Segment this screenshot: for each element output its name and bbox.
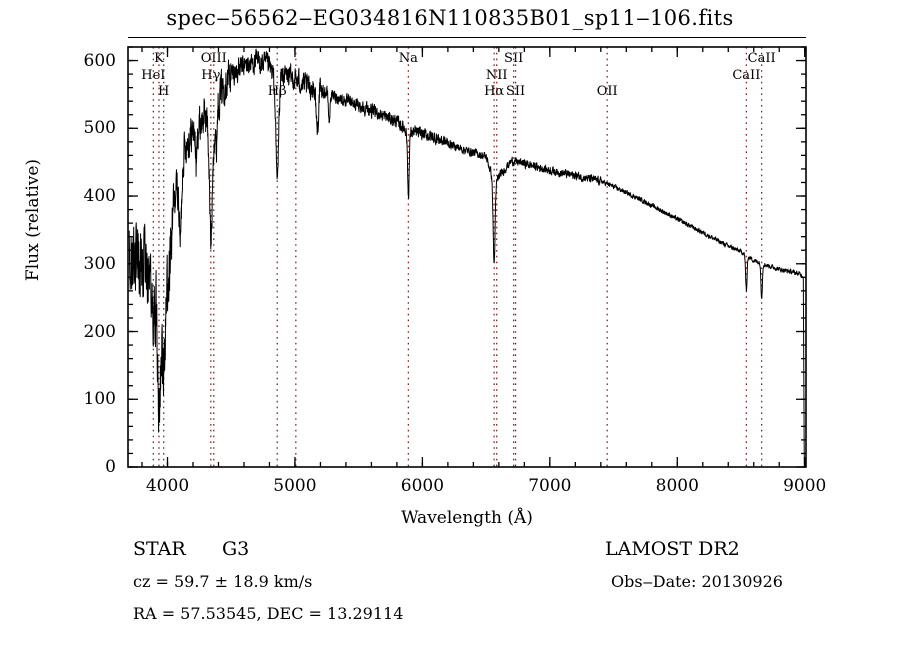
spectral-line-label: OII xyxy=(596,84,618,99)
x-tick-label: 5000 xyxy=(273,476,317,496)
plot-frame xyxy=(127,46,807,468)
y-tick-label: 400 xyxy=(83,186,116,207)
spectral-line-label: OIII xyxy=(200,51,227,66)
footer-object-type: STAR xyxy=(133,538,186,560)
footer-survey: LAMOST DR2 xyxy=(605,538,740,560)
page-title: spec‒56562‒EG034816N110835B01_sp11‒106.f… xyxy=(166,6,734,30)
spectral-line-label: H xyxy=(158,84,170,99)
spectral-line-label: K xyxy=(154,51,164,66)
title-underline xyxy=(128,37,806,38)
footer-cz: cz = 59.7 ± 18.9 km/s xyxy=(133,572,313,591)
y-tick-label: 500 xyxy=(83,118,116,139)
spectral-line-label: SII xyxy=(505,84,526,99)
spectral-line-label: SII xyxy=(504,51,524,66)
spectral-line-label: Na xyxy=(398,51,418,66)
spectral-line-label: CaII xyxy=(747,51,776,66)
y-tick-label: 300 xyxy=(83,253,116,274)
y-tick-label: 0 xyxy=(105,457,116,477)
y-tick-label: 100 xyxy=(83,389,116,410)
x-tick-label: 8000 xyxy=(655,476,699,496)
footer-spectral-class: G3 xyxy=(222,538,250,560)
spectral-line-label: CaII xyxy=(732,68,761,83)
y-tick-label: 600 xyxy=(83,50,116,71)
spectrum-trace xyxy=(128,48,805,468)
x-tick-label: 6000 xyxy=(400,476,445,496)
footer-coordinates: RA = 57.53545, DEC = 13.29114 xyxy=(133,604,404,623)
spectral-line-label: NII xyxy=(485,68,508,83)
spectral-line-label: Hγ xyxy=(201,68,221,83)
x-axis-label: Wavelength (Å) xyxy=(401,508,533,528)
footer-obs-date: Obs‒Date: 20130926 xyxy=(611,572,783,591)
spectral-line-label: Hα xyxy=(484,84,505,99)
x-tick-label: 7000 xyxy=(528,476,572,496)
x-tick-label: 9000 xyxy=(783,476,827,496)
spectral-line-label: Hβ xyxy=(267,84,287,99)
x-tick-label: 4000 xyxy=(145,476,190,496)
y-tick-label: 200 xyxy=(83,321,116,342)
